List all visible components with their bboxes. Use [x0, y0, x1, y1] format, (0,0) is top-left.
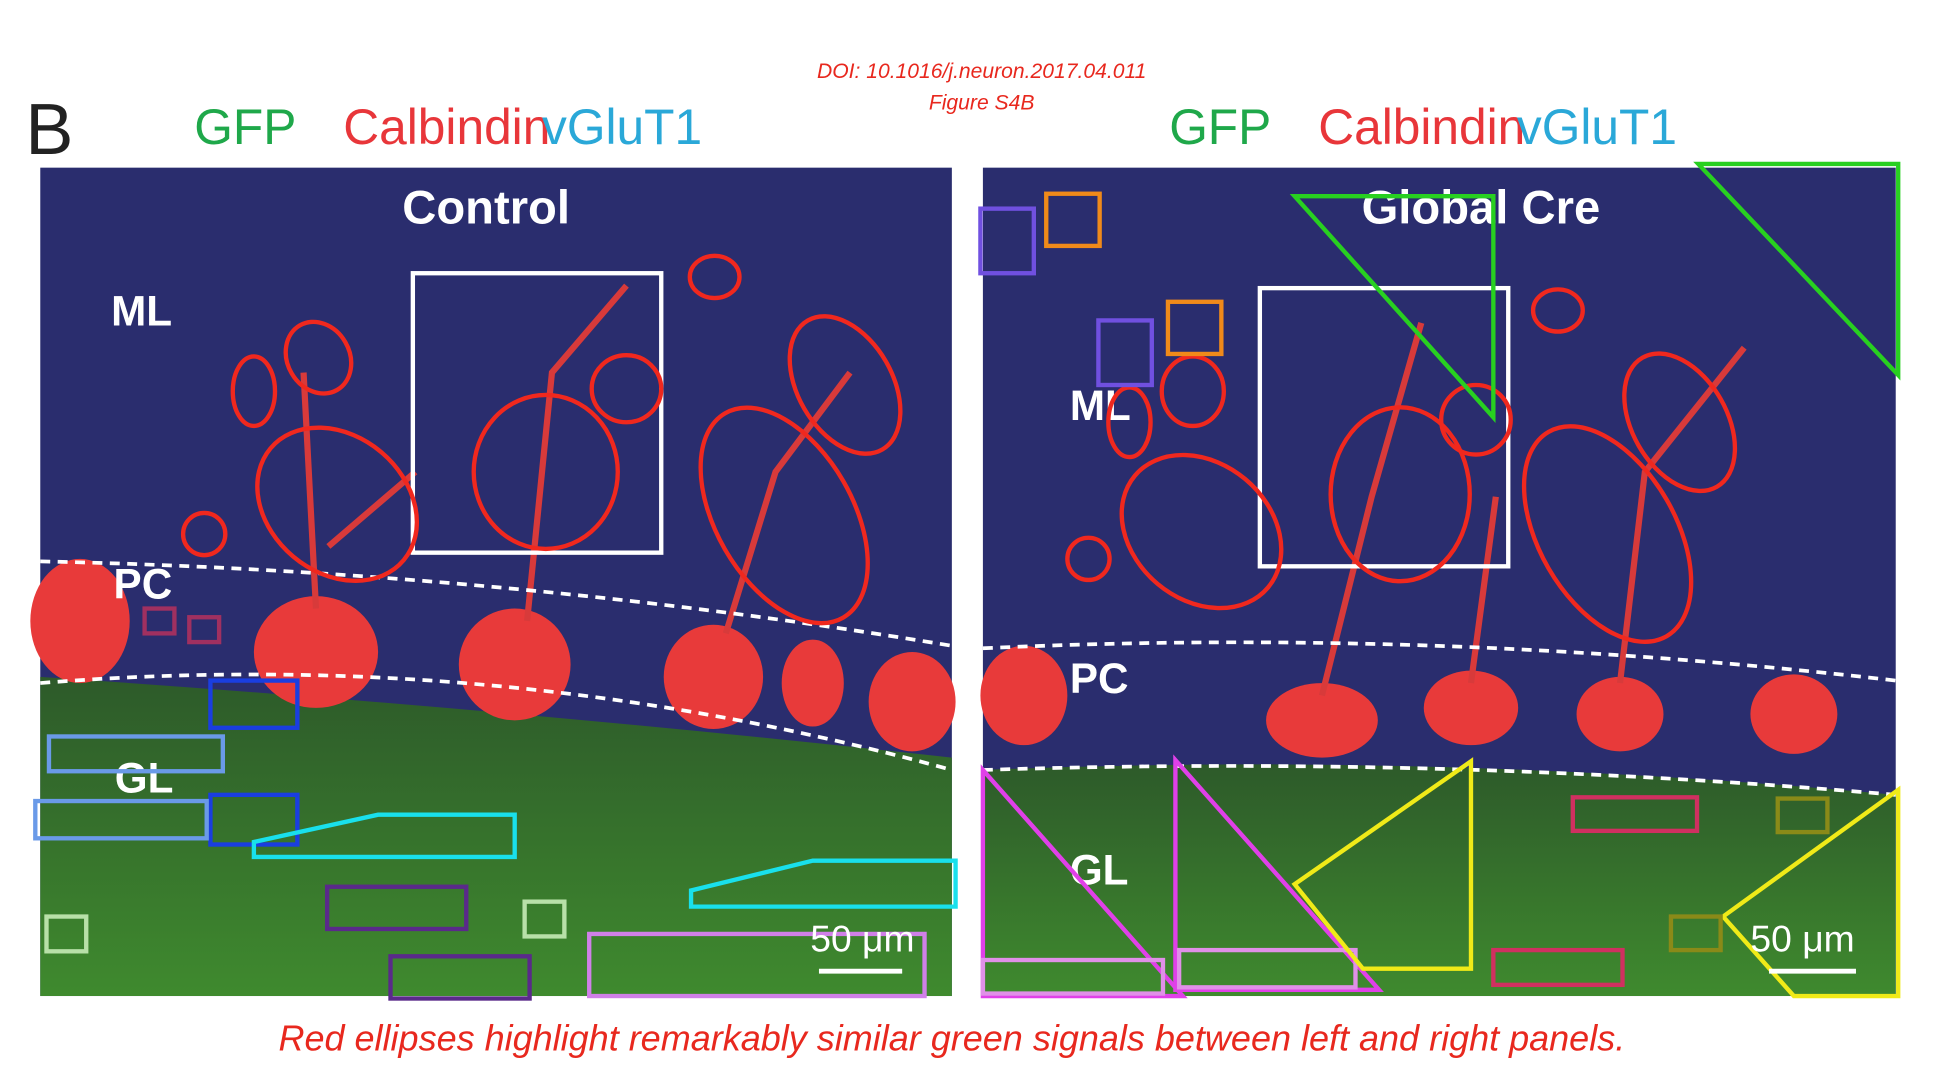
- annotation-shape: [1165, 299, 1224, 357]
- annotation-shape: [522, 899, 567, 939]
- layer-label: PC: [1070, 655, 1129, 702]
- micrograph-shape: [663, 624, 764, 730]
- annotation-shape: [1044, 191, 1102, 249]
- annotation-shape: [1159, 354, 1227, 429]
- stain-label: Calbindin: [343, 99, 550, 155]
- annotation-shape: [40, 672, 953, 772]
- micrograph-shape: [40, 676, 952, 997]
- micrograph-shape: [781, 639, 844, 727]
- panel-title: Control: [402, 182, 570, 235]
- annotation-shape: [980, 957, 1166, 996]
- annotation-shape: [208, 678, 300, 730]
- micrograph-shape: [1266, 683, 1378, 758]
- micrograph-shape: [1576, 676, 1664, 752]
- annotation-shape: [982, 764, 1896, 797]
- layer-label: GL: [115, 754, 174, 801]
- annotation-shape: [1173, 754, 1384, 992]
- scale-bar-label: 50 μm: [1750, 917, 1854, 959]
- annotation-shape: [46, 734, 226, 774]
- doi: DOI: 10.1016/j.neuron.2017.04.011: [817, 60, 1146, 83]
- annotation-shape: [1622, 351, 1738, 494]
- annotation-shape: [40, 559, 953, 648]
- annotation-shape: [1291, 757, 1474, 971]
- annotation-shape: [1096, 318, 1154, 388]
- annotation-shape: [187, 615, 222, 645]
- micrograph-shape: [1750, 674, 1838, 754]
- micrograph: [30, 167, 956, 997]
- layer-label: GL: [1070, 846, 1129, 893]
- micrograph-shape: [300, 283, 853, 635]
- annotation-shape: [1106, 385, 1153, 460]
- annotation-shape: [1530, 287, 1585, 334]
- annotation-shape: [698, 405, 870, 626]
- annotation-shape: [142, 606, 177, 636]
- annotation-shape: [324, 884, 469, 932]
- annotation-shape: [33, 798, 209, 841]
- annotation-shape: [1719, 785, 1901, 999]
- layer-label: ML: [111, 287, 172, 334]
- stain-label: GFP: [194, 99, 296, 155]
- caption: Red ellipses highlight remarkably simila…: [278, 1018, 1625, 1059]
- micrograph-shape: [30, 558, 130, 684]
- annotation-shape: [180, 510, 228, 558]
- micrograph-shape: [1423, 670, 1519, 746]
- annotation-shape: [1668, 914, 1723, 953]
- annotation-shape: [687, 253, 742, 301]
- annotation-shape: [688, 858, 958, 909]
- annotation-shape: [44, 914, 89, 954]
- annotation-shape: [255, 425, 420, 583]
- annotation-shape: [1775, 796, 1830, 835]
- micrograph-shape: [868, 652, 956, 752]
- annotation-shape: [982, 640, 1896, 683]
- annotation-shape: [1065, 535, 1112, 583]
- annotation-shape: [388, 954, 532, 1001]
- annotation-shape: [978, 206, 1036, 276]
- micrograph-shape: [982, 764, 1896, 997]
- annotation-shape: [787, 314, 903, 456]
- annotation-shape: [587, 931, 927, 999]
- annotation-shape: [1289, 194, 1496, 423]
- panel-letter: B: [25, 90, 73, 170]
- annotation-shape: [230, 354, 278, 429]
- annotation-shape: [471, 392, 620, 552]
- micrograph: [980, 167, 1896, 997]
- panel-title: Global Cre: [1362, 182, 1601, 235]
- annotation-shape: [283, 319, 354, 396]
- annotation-shape: [251, 812, 517, 860]
- figure-ref: Figure S4B: [929, 91, 1035, 114]
- micrograph-shape: [458, 608, 571, 721]
- annotation-shape: [1521, 424, 1694, 644]
- annotation: [33, 161, 1901, 1001]
- stain-label: Calbindin: [1318, 99, 1525, 155]
- annotation-shape: [1328, 405, 1472, 584]
- stain-label: GFP: [1169, 99, 1271, 155]
- stain-label: vGluT1: [1517, 99, 1677, 155]
- micrograph-shape: [980, 645, 1068, 746]
- layer-label: PC: [114, 561, 173, 608]
- annotation-shape: [980, 764, 1188, 999]
- scale-bar-label: 50 μm: [810, 917, 914, 959]
- annotation-shape: [1176, 947, 1358, 990]
- annotation-shape: [1491, 947, 1625, 988]
- annotation-shape: [589, 353, 664, 425]
- annotation-shape: [1693, 161, 1901, 381]
- annotation-shape: [410, 271, 664, 555]
- annotation-shape: [1439, 382, 1513, 457]
- annotation-shape: [1570, 795, 1700, 834]
- annotation-shape: [1119, 452, 1284, 611]
- micrograph-shape: [253, 596, 379, 708]
- stain-label: vGluT1: [542, 99, 702, 155]
